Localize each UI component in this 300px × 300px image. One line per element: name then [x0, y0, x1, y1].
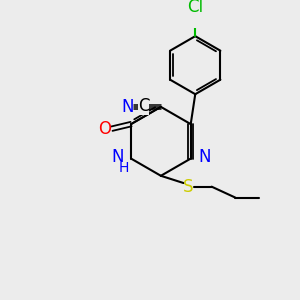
Text: N: N	[198, 148, 211, 166]
Text: C: C	[138, 97, 149, 115]
Text: N: N	[111, 148, 124, 166]
Text: Cl: Cl	[187, 0, 203, 16]
Text: O: O	[98, 120, 111, 138]
Text: H: H	[118, 160, 129, 175]
Text: S: S	[183, 178, 193, 196]
Text: N: N	[121, 98, 134, 116]
